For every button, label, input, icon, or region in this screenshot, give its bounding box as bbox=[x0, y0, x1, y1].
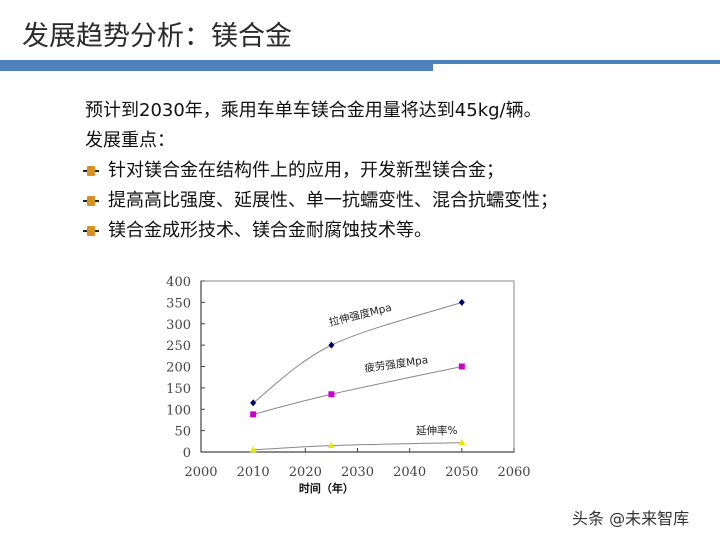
square-marker-icon bbox=[458, 363, 465, 370]
triangle-marker-icon bbox=[249, 445, 257, 453]
orange-square-bullet-icon bbox=[83, 166, 99, 176]
diamond-marker-icon bbox=[250, 399, 257, 407]
bullet-text: 提高高比强度、延展性、单一抗蠕变性、混合抗蠕变性； bbox=[108, 190, 558, 211]
x-tick-label: 2010 bbox=[237, 465, 270, 480]
bullet-item: 提高高比强度、延展性、单一抗蠕变性、混合抗蠕变性； bbox=[83, 186, 558, 216]
square-marker-icon bbox=[328, 391, 335, 398]
orange-square-bullet-icon bbox=[83, 226, 99, 236]
x-tick-label: 2050 bbox=[445, 465, 478, 480]
y-tick-label: 100 bbox=[166, 403, 191, 418]
y-tick-label: 200 bbox=[166, 361, 191, 376]
watermark: 头条 @未来智库 bbox=[572, 509, 690, 528]
focus-heading: 发展重点： bbox=[85, 130, 175, 151]
plot-area bbox=[200, 280, 515, 453]
y-tick-label: 400 bbox=[166, 275, 191, 290]
triangle-marker-icon bbox=[458, 438, 466, 446]
series-line bbox=[253, 442, 462, 451]
y-tick-label: 250 bbox=[166, 339, 191, 354]
x-tick-label: 2030 bbox=[341, 465, 374, 480]
series-line bbox=[253, 366, 462, 415]
x-tick-label: 2020 bbox=[289, 465, 322, 480]
y-tick-label: 350 bbox=[166, 296, 191, 311]
series-label: 延伸率% bbox=[416, 424, 457, 437]
magnesium-alloy-trend-chart: 0 50 100 150 200 250 300 350 400 2000 2010 2020 2030… bbox=[160, 268, 540, 503]
y-tick-label: 300 bbox=[166, 318, 191, 333]
content-block: 预计到2030年，乘用车单车镁合金用量将达到45kg/辆。 发展重点： 针对镁合… bbox=[83, 96, 558, 246]
square-marker-icon bbox=[250, 411, 257, 418]
bullet-item: 镁合金成形技术、镁合金耐腐蚀技术等。 bbox=[83, 216, 558, 246]
x-axis-label: 时间（年） bbox=[299, 481, 354, 495]
title-underline-thin bbox=[433, 60, 720, 64]
title-underline-thick bbox=[0, 60, 433, 71]
y-tick-label: 0 bbox=[183, 446, 191, 461]
bullet-text: 镁合金成形技术、镁合金耐腐蚀技术等。 bbox=[108, 220, 432, 241]
page-title: 发展趋势分析：镁合金 bbox=[22, 21, 292, 52]
x-tick-label: 2040 bbox=[393, 465, 426, 480]
y-tick-label: 150 bbox=[166, 382, 191, 397]
diamond-marker-icon bbox=[458, 298, 465, 306]
x-tick-label: 2000 bbox=[184, 465, 217, 480]
triangle-marker-icon bbox=[327, 441, 335, 449]
bullet-item: 针对镁合金在结构件上的应用，开发新型镁合金； bbox=[83, 156, 558, 186]
orange-square-bullet-icon bbox=[83, 196, 99, 206]
x-tick-label: 2060 bbox=[497, 465, 530, 480]
diamond-marker-icon bbox=[328, 341, 335, 349]
y-tick-label: 50 bbox=[174, 425, 191, 440]
bullet-text: 针对镁合金在结构件上的应用，开发新型镁合金； bbox=[108, 160, 504, 181]
intro-text: 预计到2030年，乘用车单车镁合金用量将达到45kg/辆。 bbox=[85, 100, 542, 121]
